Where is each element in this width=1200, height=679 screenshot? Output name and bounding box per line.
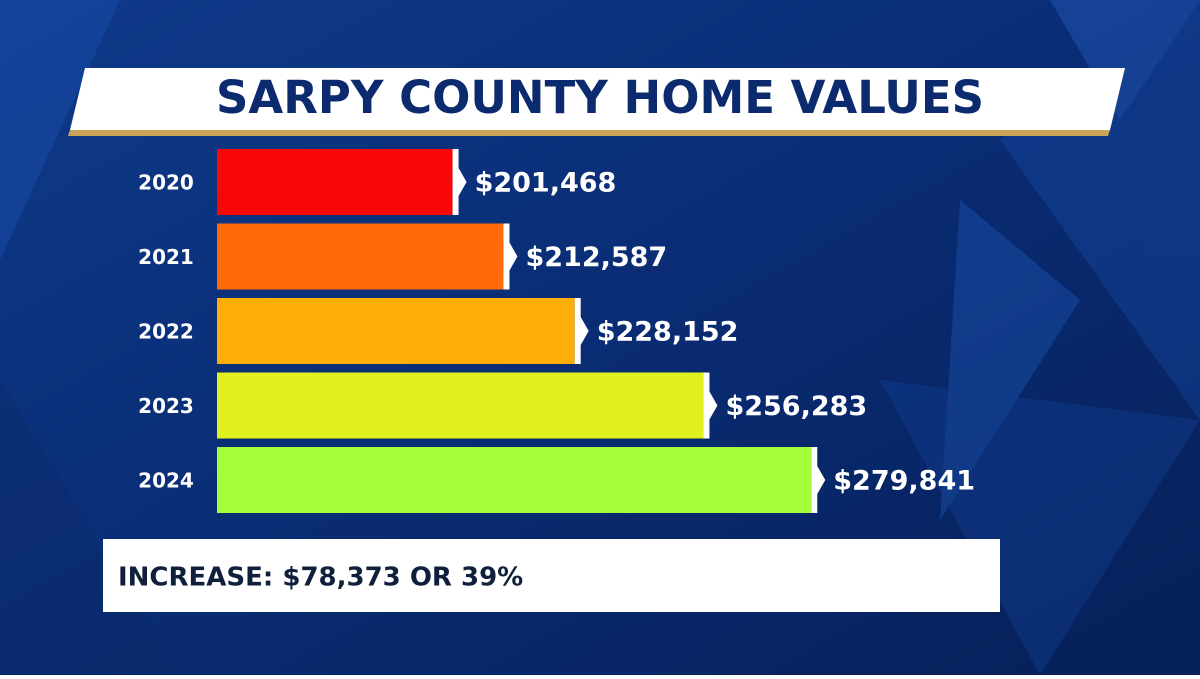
bar-pointer	[703, 372, 718, 439]
bar-pointer	[574, 298, 589, 364]
value-label: $228,152	[597, 317, 739, 348]
bar	[217, 223, 504, 290]
title-banner	[70, 68, 1125, 130]
value-label: $256,283	[725, 391, 867, 422]
title-underline	[68, 130, 1110, 136]
category-label: 2022	[138, 320, 194, 344]
category-label: 2020	[138, 171, 194, 195]
chart-title: SARPY COUNTY HOME VALUES	[216, 71, 984, 124]
bar-pointer	[503, 223, 518, 290]
bar-pointer	[452, 149, 467, 215]
bar	[217, 447, 812, 513]
value-label: $212,587	[525, 242, 667, 273]
category-label: 2021	[138, 245, 194, 269]
bar	[217, 298, 575, 364]
bar	[217, 149, 453, 215]
annotation: INCREASE: $78,373 OR 39%	[118, 563, 523, 593]
bar	[217, 372, 704, 439]
annotation-box	[103, 539, 1000, 612]
value-label: $279,841	[833, 466, 975, 497]
bar-pointer	[811, 447, 826, 513]
category-label: 2024	[138, 469, 194, 493]
category-label: 2023	[138, 394, 194, 418]
value-label: $201,468	[475, 168, 617, 199]
